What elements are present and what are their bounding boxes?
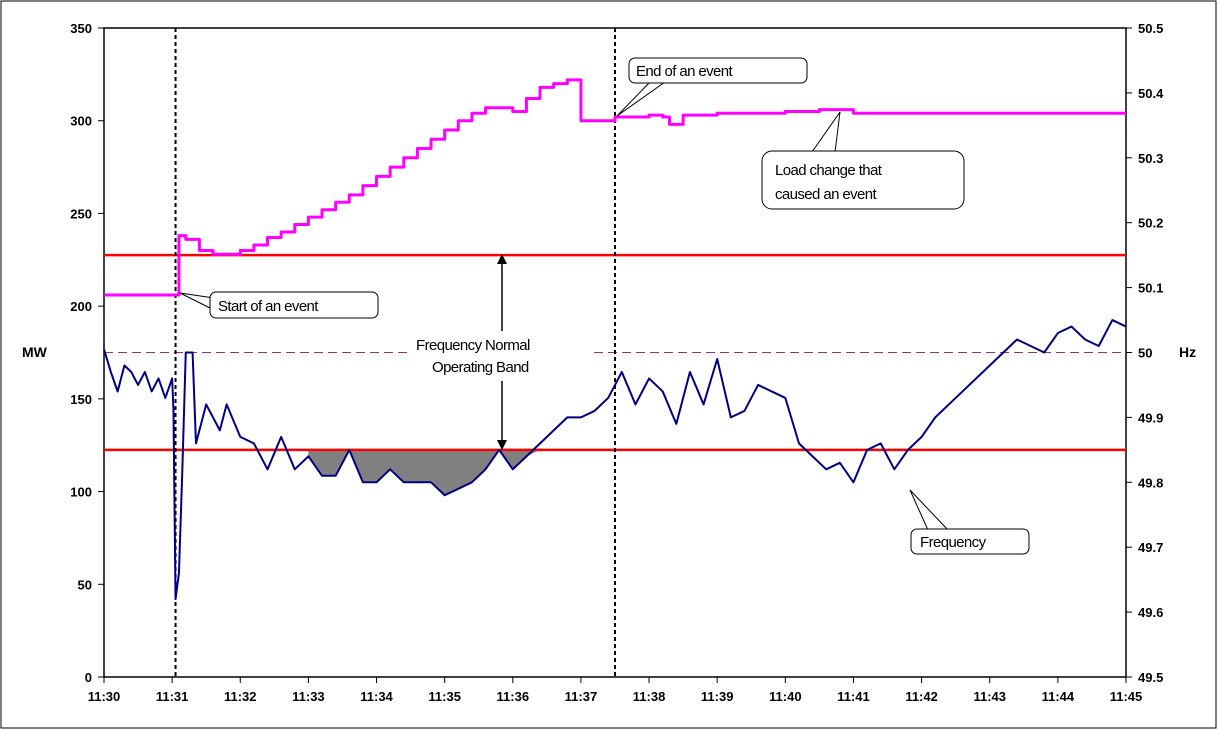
x-tick-label: 11:30 <box>88 689 121 704</box>
svg-text:Start of an event: Start of an event <box>218 298 319 315</box>
right-y-tick-label: 50.3 <box>1138 151 1163 166</box>
right-y-tick-label: 50.5 <box>1138 21 1163 36</box>
x-tick-label: 11:33 <box>292 689 325 704</box>
left-y-tick-label: 100 <box>70 485 92 500</box>
axis-ticks: 11:30 11:31 11:32 11:33 11:34 11:35 11:36 11:37… <box>70 21 1164 704</box>
x-tick-label: 11:40 <box>769 689 802 704</box>
x-tick-label: 11:34 <box>360 689 393 704</box>
right-y-tick-label: 49.9 <box>1138 410 1163 425</box>
x-tick-label: 11:44 <box>1042 689 1075 704</box>
right-y-tick-label: 50.2 <box>1138 216 1163 231</box>
annotation-operating-band: Frequency Normal Operating Band <box>410 254 590 450</box>
x-tick-label: 11:35 <box>428 689 461 704</box>
x-tick-label: 11:38 <box>633 689 666 704</box>
left-y-tick-label: 350 <box>70 21 92 36</box>
x-tick-label: 11:37 <box>565 689 598 704</box>
annotation-frequency: Frequency <box>909 489 1030 555</box>
right-y-tick-label: 49.5 <box>1138 670 1163 685</box>
right-y-tick-label: 50.4 <box>1138 86 1164 101</box>
svg-text:Frequency: Frequency <box>920 534 987 551</box>
x-tick-label: 11:36 <box>497 689 530 704</box>
svg-text:caused an event: caused an event <box>775 186 878 203</box>
arrowhead-up-icon <box>497 254 507 264</box>
below-band-fill <box>308 449 615 496</box>
right-axis-label: Hz <box>1179 344 1196 360</box>
x-tick-label: 11:31 <box>156 689 189 704</box>
load-series-line <box>104 78 1126 297</box>
x-tick-label: 11:39 <box>701 689 734 704</box>
svg-text:Frequency Normal: Frequency Normal <box>416 337 530 354</box>
right-y-tick-label: 50 <box>1138 346 1152 361</box>
svg-text:End of an event: End of an event <box>636 63 734 80</box>
annotation-start-of-event: Start of an event <box>179 291 379 319</box>
right-y-tick-label: 49.8 <box>1138 475 1163 490</box>
x-tick-label: 11:43 <box>973 689 1006 704</box>
below-band-area <box>308 449 615 496</box>
left-y-tick-label: 250 <box>70 206 92 221</box>
left-y-tick-label: 150 <box>70 392 92 407</box>
x-tick-label: 11:41 <box>837 689 870 704</box>
right-y-tick-label: 49.7 <box>1138 540 1163 555</box>
svg-text:Load change that: Load change that <box>775 162 883 179</box>
left-y-tick-label: 50 <box>78 577 92 592</box>
left-axis-label: MW <box>22 344 48 360</box>
svg-text:Operating Band: Operating Band <box>432 359 529 376</box>
right-y-tick-label: 50.1 <box>1138 281 1163 296</box>
arrowhead-down-icon <box>497 440 507 450</box>
annotation-end-of-event: End of an event <box>616 57 808 117</box>
series-lines <box>103 78 1127 601</box>
x-tick-label: 11:45 <box>1110 689 1143 704</box>
right-y-tick-label: 49.6 <box>1138 605 1163 620</box>
left-y-tick-label: 300 <box>70 114 92 129</box>
left-y-tick-label: 0 <box>85 670 92 685</box>
x-tick-label: 11:32 <box>224 689 257 704</box>
annotation-load-change: Load change that caused an event <box>761 111 965 210</box>
frequency-series-line <box>103 319 1127 601</box>
left-y-tick-label: 200 <box>70 299 92 314</box>
x-tick-label: 11:42 <box>905 689 938 704</box>
